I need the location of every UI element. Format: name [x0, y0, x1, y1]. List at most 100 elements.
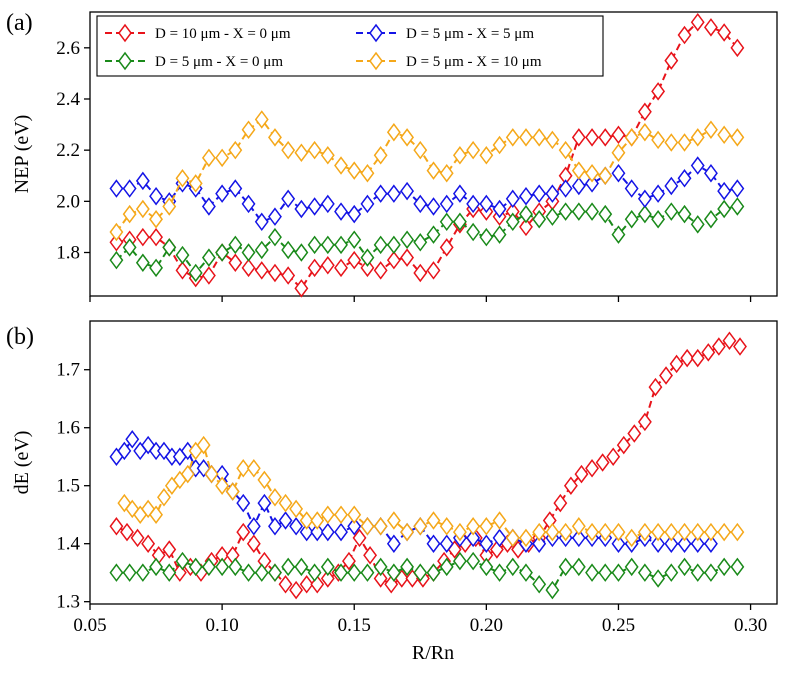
data-point — [624, 179, 639, 198]
data-point — [400, 128, 415, 147]
data-point — [466, 528, 481, 548]
data-point — [637, 412, 652, 432]
data-point — [162, 238, 177, 257]
data-point — [373, 569, 388, 588]
data-point — [479, 194, 494, 214]
data-point — [637, 102, 652, 122]
data-point — [492, 199, 507, 219]
data-point — [722, 331, 737, 350]
data-point — [386, 563, 401, 582]
data-point — [466, 194, 481, 214]
data-point — [236, 459, 251, 478]
data-point — [236, 493, 251, 513]
data-point — [439, 534, 454, 553]
data-point — [310, 522, 325, 542]
data-point — [109, 222, 124, 242]
data-point — [175, 261, 190, 280]
data-point — [289, 580, 304, 600]
data-point — [553, 493, 568, 513]
data-point — [574, 464, 589, 484]
data-point — [299, 522, 314, 542]
data-point — [627, 424, 642, 443]
data-point — [125, 430, 140, 449]
data-point — [294, 557, 309, 577]
data-point — [452, 146, 467, 165]
data-point — [479, 557, 494, 577]
data-point — [651, 522, 666, 542]
data-point — [413, 140, 428, 160]
data-point — [585, 522, 599, 542]
data-point — [135, 563, 150, 582]
data-point — [294, 279, 309, 298]
legend-marker — [118, 23, 132, 43]
data-point — [690, 563, 705, 582]
data-point — [334, 563, 348, 582]
x-tick-label: 0.25 — [602, 615, 635, 636]
data-point — [246, 534, 261, 553]
data-point — [532, 128, 547, 147]
data-point — [320, 256, 335, 275]
data-point — [310, 575, 325, 594]
plot-frame — [89, 11, 778, 297]
data-point — [664, 202, 679, 221]
data-point — [334, 258, 348, 278]
data-point — [452, 184, 467, 203]
data-point — [225, 482, 240, 501]
data-point — [278, 511, 293, 530]
data-point — [215, 476, 230, 495]
data-point — [717, 181, 732, 201]
data-point — [135, 199, 150, 219]
data-point — [347, 204, 362, 224]
data-point — [334, 156, 348, 175]
y-tick-label: 2.2 — [56, 140, 80, 161]
data-point — [680, 348, 695, 368]
data-point — [479, 146, 494, 165]
data-point — [664, 51, 679, 70]
data-point — [704, 163, 718, 183]
data-point — [109, 517, 124, 536]
data-point — [704, 522, 718, 542]
data-point — [373, 517, 388, 536]
data-point — [162, 197, 177, 216]
data-point — [598, 563, 613, 582]
data-point — [294, 243, 309, 262]
data-point — [109, 563, 124, 582]
data-point — [585, 459, 599, 478]
data-point — [730, 557, 745, 577]
data-point — [545, 207, 560, 226]
data-point — [413, 263, 428, 283]
data-point — [135, 171, 150, 191]
data-point — [175, 245, 190, 265]
data-point — [257, 493, 272, 513]
data-point — [268, 227, 282, 247]
data-point — [241, 258, 256, 278]
data-point — [701, 343, 716, 362]
data-point — [505, 528, 520, 548]
series — [117, 435, 745, 548]
data-point — [624, 209, 639, 229]
data-point — [439, 163, 454, 183]
data-point — [479, 517, 494, 536]
data-point — [426, 261, 441, 280]
x-axis-label: R/Rn — [412, 642, 454, 664]
data-point — [400, 557, 415, 577]
data-point — [241, 194, 256, 214]
data-point — [307, 563, 322, 582]
data-point — [426, 511, 441, 530]
data-point — [109, 179, 124, 198]
legend-label: D = 5 μm - X = 5 μm — [406, 26, 534, 42]
x-tick-label: 0.30 — [734, 615, 767, 636]
data-point — [677, 25, 692, 45]
data-point — [236, 522, 251, 542]
data-point — [637, 123, 652, 142]
data-point — [690, 128, 705, 147]
data-point — [585, 163, 599, 183]
data-point — [611, 225, 626, 244]
legend-label: D = 5 μm - X = 0 μm — [155, 54, 283, 70]
data-point — [204, 464, 219, 484]
data-point — [347, 563, 362, 582]
data-point — [347, 517, 362, 536]
data-point — [637, 189, 652, 209]
data-point — [505, 189, 520, 209]
data-point — [704, 209, 718, 229]
